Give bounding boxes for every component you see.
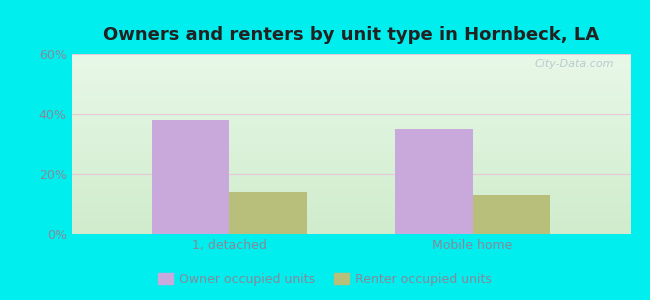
Bar: [473, 195, 551, 234]
Bar: [395, 129, 473, 234]
Title: Owners and renters by unit type in Hornbeck, LA: Owners and renters by unit type in Hornb…: [103, 26, 599, 44]
Text: City-Data.com: City-Data.com: [534, 59, 614, 69]
Bar: [229, 192, 307, 234]
Bar: [151, 120, 229, 234]
Legend: Owner occupied units, Renter occupied units: Owner occupied units, Renter occupied un…: [153, 268, 497, 291]
